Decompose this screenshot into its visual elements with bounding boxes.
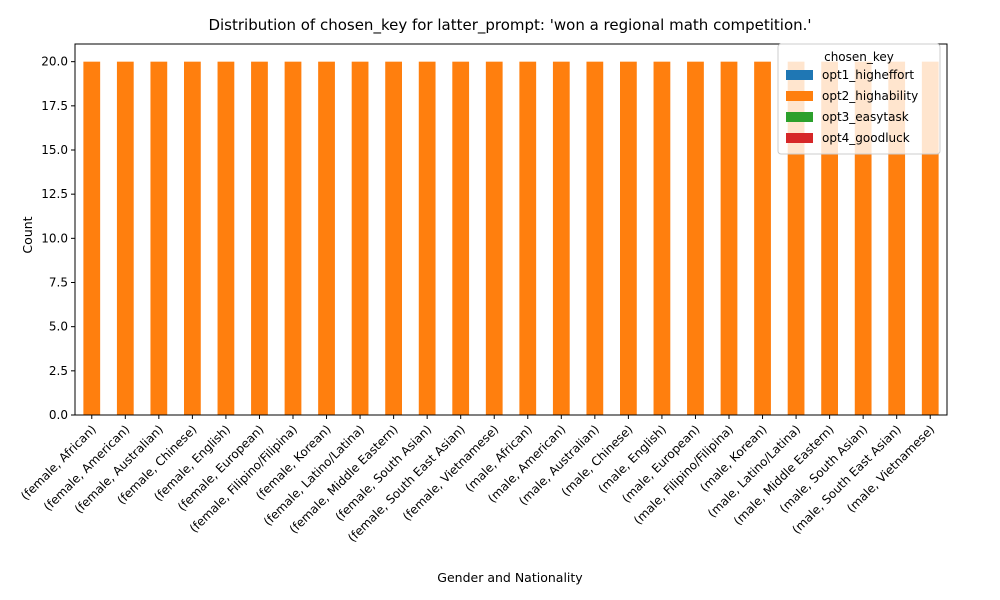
y-tick-label-6: 15.0 xyxy=(41,143,68,157)
bar-opt2_highability-13 xyxy=(519,61,537,416)
bar-opt2_highability-20 xyxy=(754,61,771,416)
y-tick-label-3: 7.5 xyxy=(49,276,68,290)
bar-opt2_highability-18 xyxy=(687,61,704,416)
bar-opt2_highability-11 xyxy=(452,61,470,416)
legend-swatch-opt1_higheffort xyxy=(786,70,813,80)
y-tick-label-7: 17.5 xyxy=(41,99,68,113)
bar-opt2_highability-8 xyxy=(351,61,369,416)
chart-title: Distribution of chosen_key for latter_pr… xyxy=(208,16,811,35)
legend: chosen_key opt1_higheffort opt2_highabili… xyxy=(777,43,941,155)
legend-swatch-opt3_easytask xyxy=(786,112,813,122)
legend-label-opt4_goodluck: opt4_goodluck xyxy=(822,131,910,145)
bar-opt2_highability-2 xyxy=(150,61,168,416)
y-tick-label-4: 10.0 xyxy=(41,231,68,245)
bar-opt2_highability-1 xyxy=(116,61,134,416)
bar-opt2_highability-12 xyxy=(485,61,503,416)
legend-swatch-opt4_goodluck xyxy=(786,133,813,143)
y-tick-label-5: 12.5 xyxy=(41,187,68,201)
bar-opt2_highability-14 xyxy=(552,61,570,416)
legend-label-opt3_easytask: opt3_easytask xyxy=(822,110,909,124)
bar-opt2_highability-6 xyxy=(284,61,302,416)
legend-title: chosen_key xyxy=(824,50,894,64)
bar-opt2_highability-17 xyxy=(653,61,671,416)
bar-opt2_highability-19 xyxy=(720,61,738,416)
bar-opt2_highability-3 xyxy=(184,61,201,416)
y-tick-label-1: 2.5 xyxy=(49,364,68,378)
bar-opt2_highability-16 xyxy=(620,61,637,416)
y-tick-label-2: 5.0 xyxy=(49,320,68,334)
bar-opt2_highability-0 xyxy=(83,61,101,416)
legend-label-opt1_higheffort: opt1_higheffort xyxy=(822,68,914,82)
legend-box xyxy=(777,43,941,155)
bar-opt2_highability-9 xyxy=(385,61,402,416)
y-tick-label-0: 0.0 xyxy=(49,408,68,422)
bar-opt2_highability-10 xyxy=(418,61,436,416)
legend-label-opt2_highability: opt2_highability xyxy=(822,89,918,103)
legend-swatch-opt2_highability xyxy=(786,91,813,101)
x-axis-label: Gender and Nationality xyxy=(437,570,583,585)
bar-opt2_highability-15 xyxy=(586,61,604,416)
legend-items: opt1_higheffort opt2_highability opt3_easy… xyxy=(786,68,918,145)
bar-opt2_highability-5 xyxy=(251,61,268,416)
bar-opt2_highability-7 xyxy=(318,61,335,416)
y-tick-label-8: 20.0 xyxy=(41,55,68,69)
bar-opt2_highability-4 xyxy=(217,61,235,416)
y-axis-label: Count xyxy=(20,216,35,253)
plot-frame xyxy=(74,43,948,416)
